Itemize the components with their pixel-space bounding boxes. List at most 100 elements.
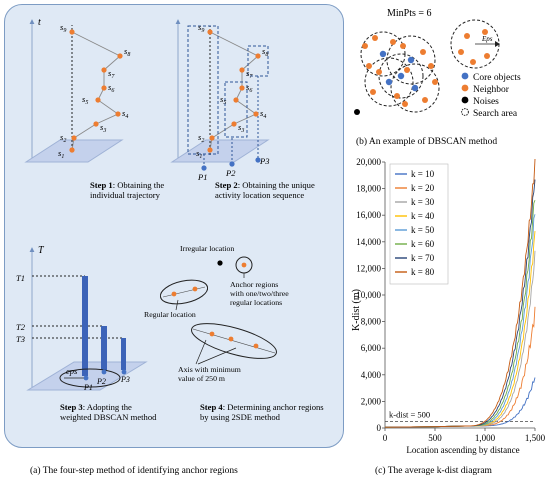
trajectory-label: s5 [220,94,226,106]
eps-label: Eps [481,35,493,43]
legend-core-label: Core objects [473,73,521,83]
chart-series [384,158,536,428]
minpts-label: MinPts = 6 [387,8,432,19]
neighbor-object [400,43,406,49]
x-tick-label: 1,000 [475,433,496,443]
legend-noise-dot [461,96,469,104]
step1-caption: Step 1: Obtaining the individual traject… [90,180,165,200]
core-object [385,78,393,86]
step3-diagram: T T1 T2 T3 eps P1 P2 P3 [16,245,148,392]
legend-core-dot [461,72,469,80]
legend-box [389,163,449,285]
step4-anchor-three [191,323,277,359]
panel-a-diagram: t s9 s8 s7 s6 s5 s4 s3 s2 s1 P1 P2 P3 s9 s8 s7 s6 s5… [16,17,291,392]
y-tick-label: 10,000 [356,290,381,300]
step3-label-T3: T3 [16,334,25,344]
step3-bar-p3 [121,338,126,370]
reference-line-label: k-dist = 500 [389,409,430,419]
step1-trajectory-points: s9 s8 s7 s6 s5 s4 s3 s2 s1 [58,22,130,160]
search-area-circle [386,35,436,85]
step4-irregular-dot [217,260,223,266]
panel-b-dbscan-example: MinPts = 6 Eps Core objects Neighbor Noi… [354,8,521,119]
legend-neighbor-dot [461,84,469,92]
legend-label: k = 30 [411,197,435,207]
step3-axis-T: T [38,245,45,256]
step2-location-dot-p3 [255,157,261,163]
neighbor-object [420,49,426,55]
step4-regular-label: Regular location [144,310,196,319]
neighbor-object [470,59,476,65]
y-tick-label: 6,000 [361,343,382,353]
trajectory-label: s8 [124,46,130,58]
series-line-k10 [384,377,536,428]
step4-anchor-two [159,279,209,305]
trajectory-point [95,97,101,103]
panel-b-legend: Core objects Neighbor Noises Search area [461,72,521,119]
step2-location-dot-p1 [201,165,207,171]
trajectory-point [253,111,259,117]
step4-anchor-label: Anchor regions with one/two/three regula… [230,280,291,307]
legend-label: k = 20 [411,183,435,193]
trajectory-label: s3 [100,122,106,134]
panel-a-caption: (a) The four-step method of identifying … [30,466,238,476]
step2-location-dot-p2 [229,161,235,167]
legend-label: k = 80 [411,267,435,277]
trajectory-point [207,29,213,35]
step4-axis-label: Axis with minimum value of 250 m [178,365,243,383]
trajectory-label: s6 [246,82,252,94]
step4-caption: Step 4: Determining anchor regions by us… [200,402,324,422]
neighbor-object [484,53,490,59]
x-tick-label: 1,500 [525,433,546,443]
trajectory-label: s7 [108,68,115,80]
neighbor-object [376,69,382,75]
legend-label: k = 50 [411,225,435,235]
step2-trajectory-points: s9 s8 s7 s6 s5 s4 s3 s2 s1 [196,22,268,160]
trajectory-label: s8 [262,46,268,58]
step3-caption: Step 3: Adopting the weighted DBSCAN met… [60,402,157,422]
trajectory-label: s6 [108,82,114,94]
step4-diagram: Irregular location Anchor regions with o… [144,244,291,383]
step1-axis-t: t [38,17,41,28]
legend-search-label: Search area [473,109,518,119]
neighbor-object [402,101,408,107]
legend-search-dot [461,108,469,116]
step3-bar-p2 [101,326,107,370]
step3-label-p3: P3 [120,375,130,384]
trajectory-label: s1 [58,148,64,160]
step2-ground-plane [170,139,270,163]
legend-label: k = 60 [411,239,435,249]
y-axis-title: K-dist (m) [351,289,362,331]
step2-group-box-1 [187,25,219,155]
y-tick-label: 12,000 [356,263,381,273]
neighbor-object [422,97,428,103]
trajectory-point [71,135,77,141]
trajectory-label: s2 [60,132,66,144]
step3-eps-label: eps [66,366,78,376]
dbscan-points [354,29,490,115]
trajectory-label: s3 [238,122,244,134]
trajectory-label: s4 [260,108,266,120]
step3-label-T2: T2 [16,322,26,332]
legend-neighbor-label: Neighbor [473,85,510,95]
neighbor-object [370,89,376,95]
panel-b-caption: (b) An example of DBSCAN method [356,137,498,147]
trajectory-point [117,53,123,59]
y-tick-label: 0 [377,423,382,433]
trajectory-label: s7 [246,68,253,80]
trajectory-label: s5 [82,94,88,106]
legend-label: k = 10 [411,169,435,179]
step2-diagram: P1 P2 P3 [170,19,270,182]
trajectory-label: s1 [196,148,202,160]
step2-label-p2: P2 [225,168,236,178]
x-tick-label: 0 [383,433,388,443]
y-tick-label: 14,000 [356,237,381,247]
step3-label-p2: P2 [96,377,106,386]
y-tick-label: 8,000 [361,317,382,327]
trajectory-point [231,121,237,127]
step2-caption: Step 2: Obtaining the unique activity lo… [215,180,315,200]
x-tick-label: 500 [428,433,442,443]
trajectory-point [115,111,121,117]
neighbor-object [428,63,434,69]
legend-label: k = 70 [411,253,435,263]
step2-label-p1: P1 [197,172,207,182]
